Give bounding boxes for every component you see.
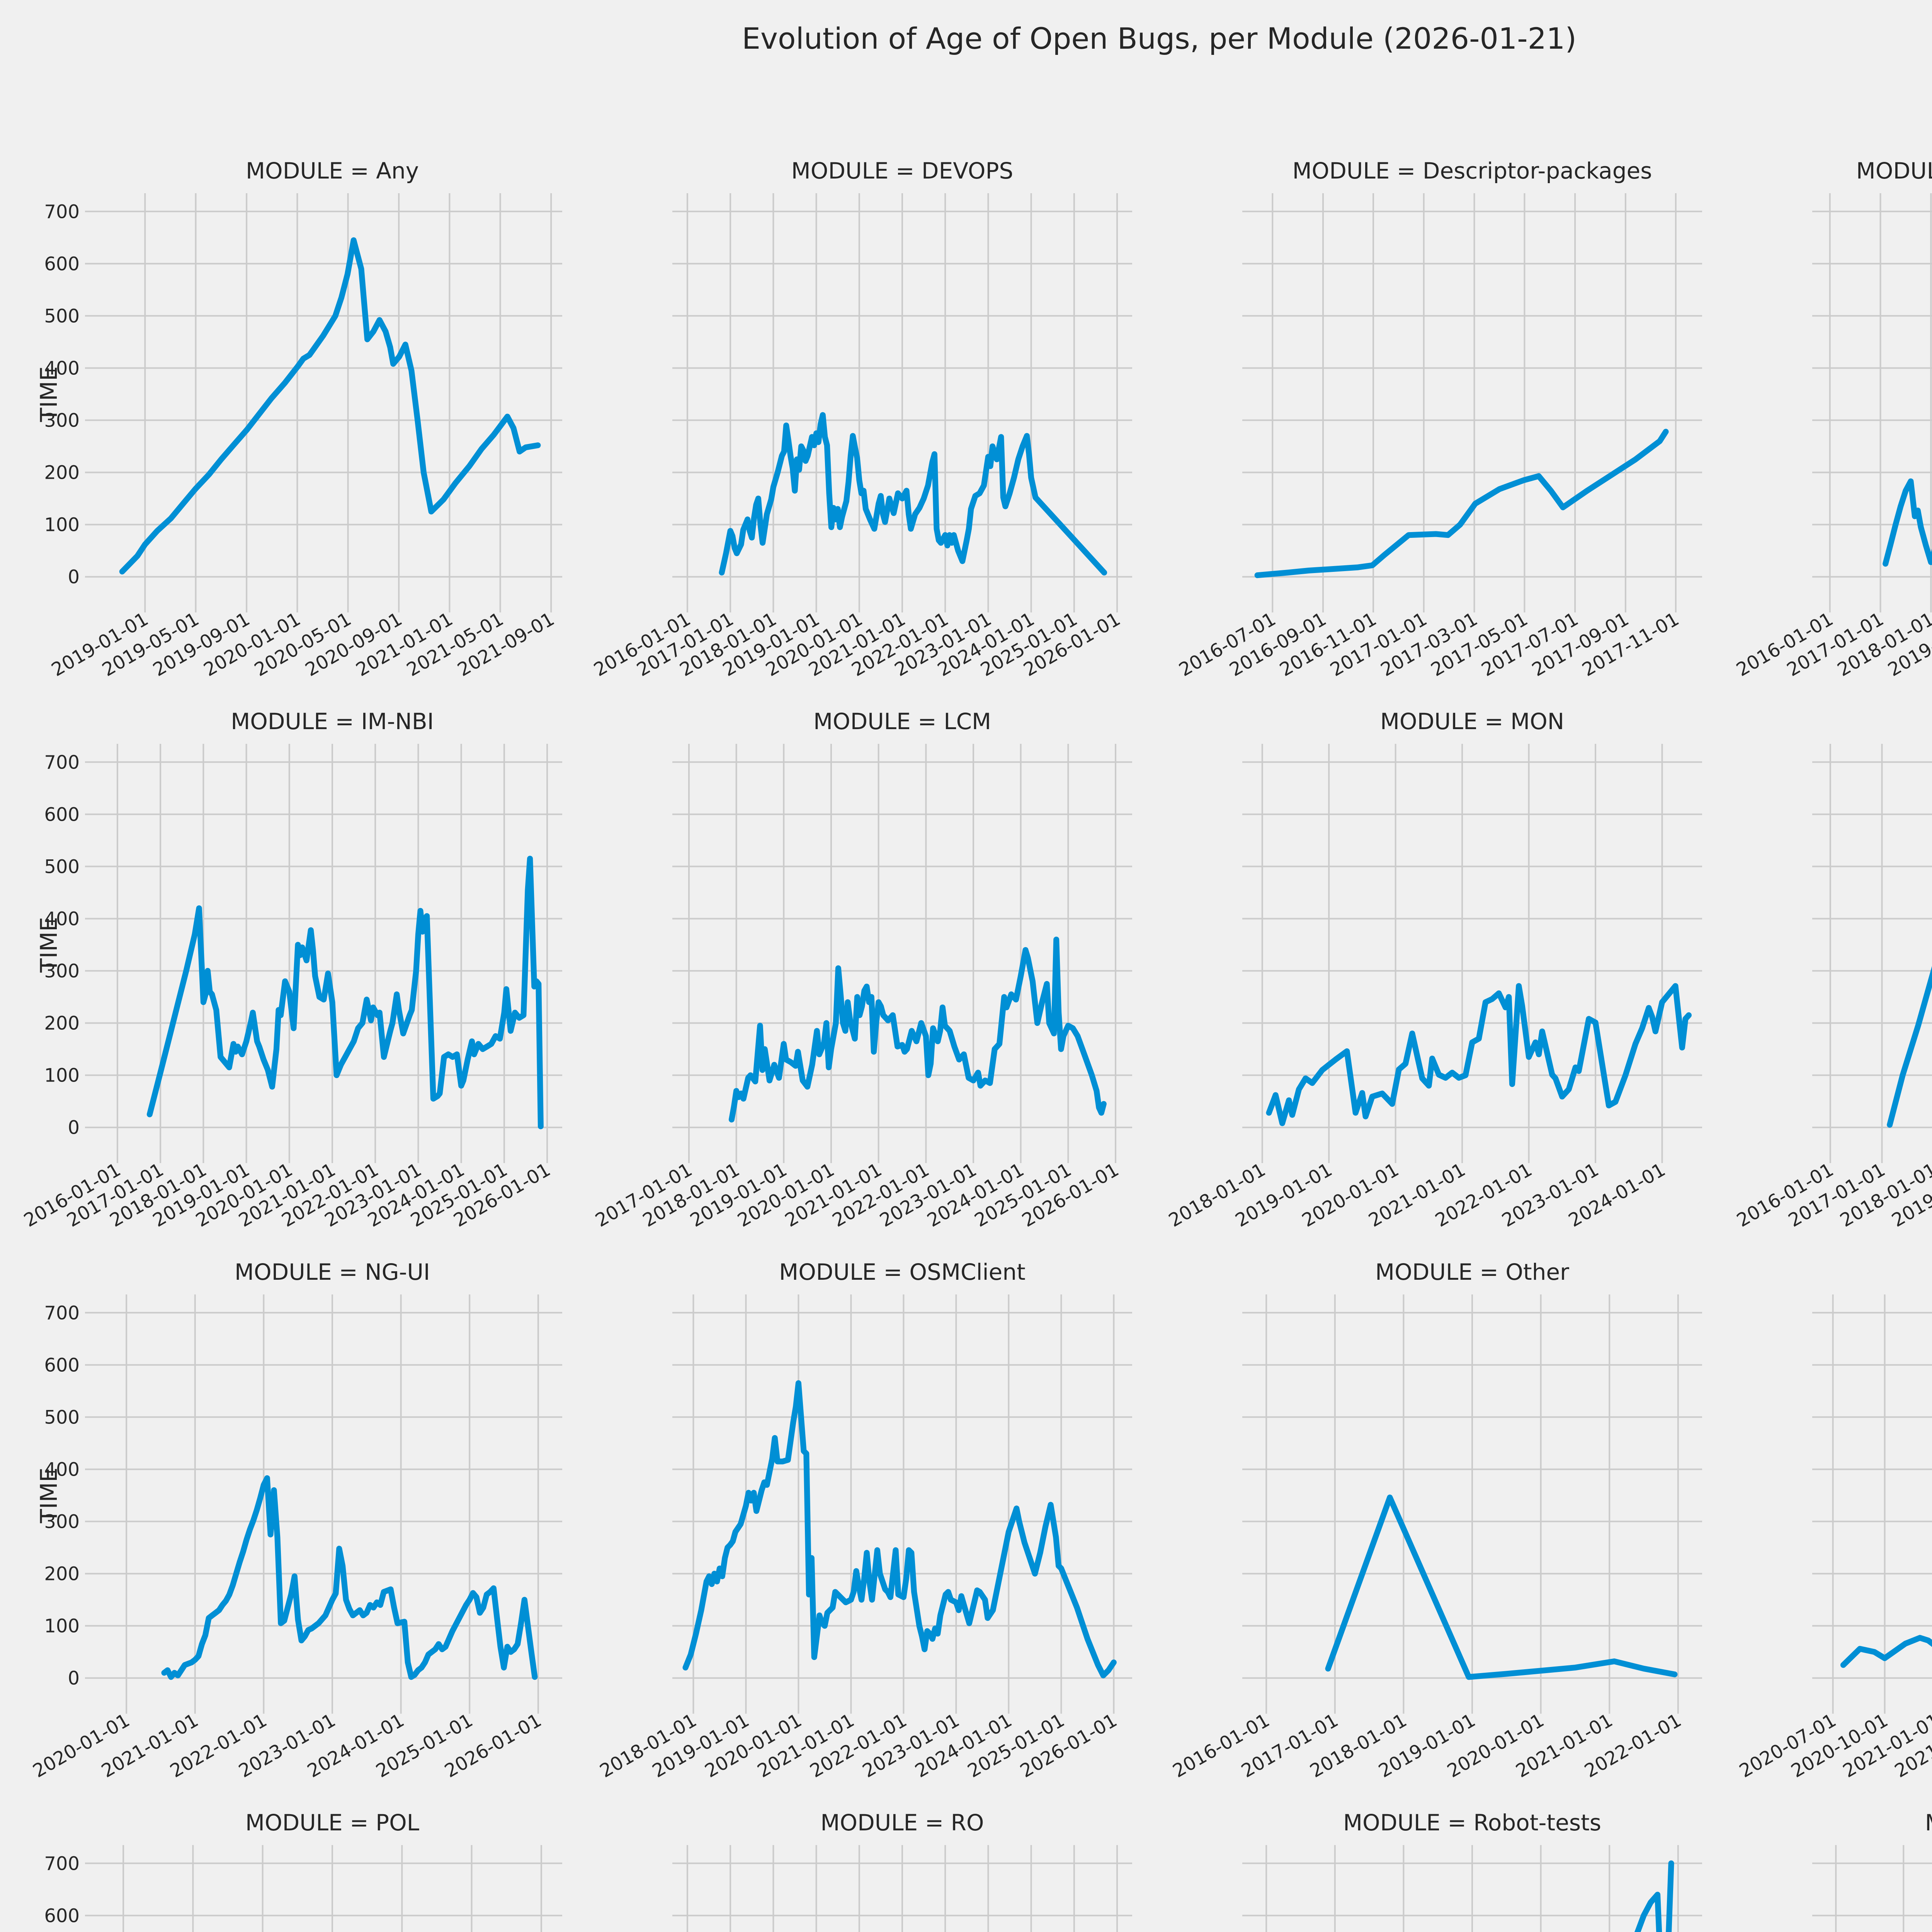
y-tick-label: 200 <box>44 1563 80 1585</box>
y-tick-label: 600 <box>44 1905 80 1927</box>
facet-title: MODULE = DEVOPS <box>791 158 1014 184</box>
y-tick-label: 600 <box>44 253 80 275</box>
y-axis-label: TIME <box>36 917 63 973</box>
y-axis-label: TIME <box>36 1468 63 1524</box>
y-tick-label: 500 <box>44 1406 80 1428</box>
y-tick-label: 700 <box>44 1853 80 1874</box>
series-line-robot-tests <box>1634 1860 1674 1932</box>
y-tick-label: 200 <box>44 462 80 484</box>
facet-title: MODULE = Any <box>246 158 419 184</box>
facet-title: MODULE = LCM <box>813 708 991 735</box>
series-line-any <box>119 237 541 575</box>
series-line-n2vc <box>1887 966 1932 1128</box>
y-tick-label: 0 <box>68 1668 80 1689</box>
y-tick-label: 300 <box>44 410 80 432</box>
facet-title: MODULE = RO <box>820 1810 984 1836</box>
series-line-devops <box>719 412 1107 576</box>
facet-title: MODULE = Unknown <box>1925 1810 1932 1836</box>
y-tick-label: 100 <box>44 514 80 536</box>
facet-devops: 2016-01-012017-01-012018-01-012019-01-01… <box>590 158 1132 681</box>
facet-title: MODULE = IM-NBI <box>231 708 434 735</box>
y-tick-label: 300 <box>44 1511 80 1533</box>
series-line-descriptor-packages <box>1254 429 1669 578</box>
facet-any: 01002003004005006007002019-01-012019-05-… <box>36 158 562 681</box>
facet-ro: 2016-01-012017-01-012018-01-012019-01-01… <box>672 1810 1132 1932</box>
figure-title: Evolution of Age of Open Bugs, per Modul… <box>742 21 1577 56</box>
series-line-im-nbi <box>146 855 544 1129</box>
y-tick-label: 700 <box>44 752 80 773</box>
y-tick-label: 400 <box>44 1459 80 1480</box>
series-line-ng-ui <box>161 1475 538 1680</box>
facet-n2vc: 2016-01-012017-01-012018-01-012019-01-01… <box>1733 744 1932 1231</box>
facet-mon: 2018-01-012019-01-012020-01-012021-01-01… <box>1165 708 1702 1231</box>
y-tick-label: 400 <box>44 357 80 379</box>
facet-documentation-wiki: 2016-01-012017-01-012018-01-012019-01-01… <box>1733 158 1932 681</box>
facet-lcm: 2017-01-012018-01-012019-01-012020-01-01… <box>592 708 1132 1231</box>
facet-title: MODULE = Descriptor-packages <box>1293 158 1652 184</box>
facet-title: MODULE = NG-UI <box>235 1259 430 1285</box>
series-line-lcm <box>728 937 1107 1122</box>
series-line-pla <box>1840 1635 1932 1668</box>
y-axis-label: TIME <box>36 366 63 422</box>
y-tick-label: 0 <box>68 566 80 588</box>
facet-title: MODULE = Robot-tests <box>1343 1810 1601 1836</box>
facet-pol: 01002003004005006007002018-01-012019-01-… <box>44 1810 562 1932</box>
y-tick-label: 500 <box>44 856 80 878</box>
facet-title: MODULE = OSMClient <box>779 1259 1026 1285</box>
series-line-other <box>1325 1494 1678 1680</box>
y-tick-label: 600 <box>44 1354 80 1376</box>
series-line-osmclient <box>682 1380 1117 1679</box>
y-tick-label: 700 <box>44 1302 80 1324</box>
y-tick-label: 100 <box>44 1616 80 1637</box>
y-tick-label: 600 <box>44 804 80 825</box>
y-tick-label: 500 <box>44 305 80 327</box>
y-tick-label: 100 <box>44 1065 80 1087</box>
facet-im-nbi: 01002003004005006007002016-01-012017-01-… <box>20 708 562 1231</box>
series-line-mon <box>1266 983 1692 1126</box>
y-tick-label: 0 <box>68 1117 80 1139</box>
facet-pla: 2020-07-012020-10-012021-01-012021-04-01… <box>1736 1294 1932 1782</box>
y-tick-label: 200 <box>44 1013 80 1034</box>
facet-ng-ui: 01002003004005006007002020-01-012021-01-… <box>29 1259 562 1782</box>
facet-title: MODULE = Other <box>1375 1259 1569 1285</box>
facet-unknown: 2016-01-012017-01-012018-01-012019-01-01… <box>1812 1810 1932 1932</box>
facet-title: MODULE = MON <box>1380 708 1564 735</box>
facet-other: 2016-01-012017-01-012018-01-012019-01-01… <box>1169 1259 1702 1782</box>
facet-osmclient: 2018-01-012019-01-012020-01-012021-01-01… <box>596 1259 1132 1782</box>
facet-robot-tests: 2020-01-012021-01-012022-01-012023-01-01… <box>1242 1810 1702 1932</box>
facet-title: MODULE = Documentation / Wiki <box>1856 158 1932 184</box>
y-tick-label: 700 <box>44 201 80 223</box>
facet-title: MODULE = POL <box>245 1810 419 1836</box>
facet-descriptor-packages: 2016-07-012016-09-012016-11-012017-01-01… <box>1175 158 1702 681</box>
y-tick-label: 400 <box>44 908 80 930</box>
y-tick-label: 300 <box>44 961 80 982</box>
